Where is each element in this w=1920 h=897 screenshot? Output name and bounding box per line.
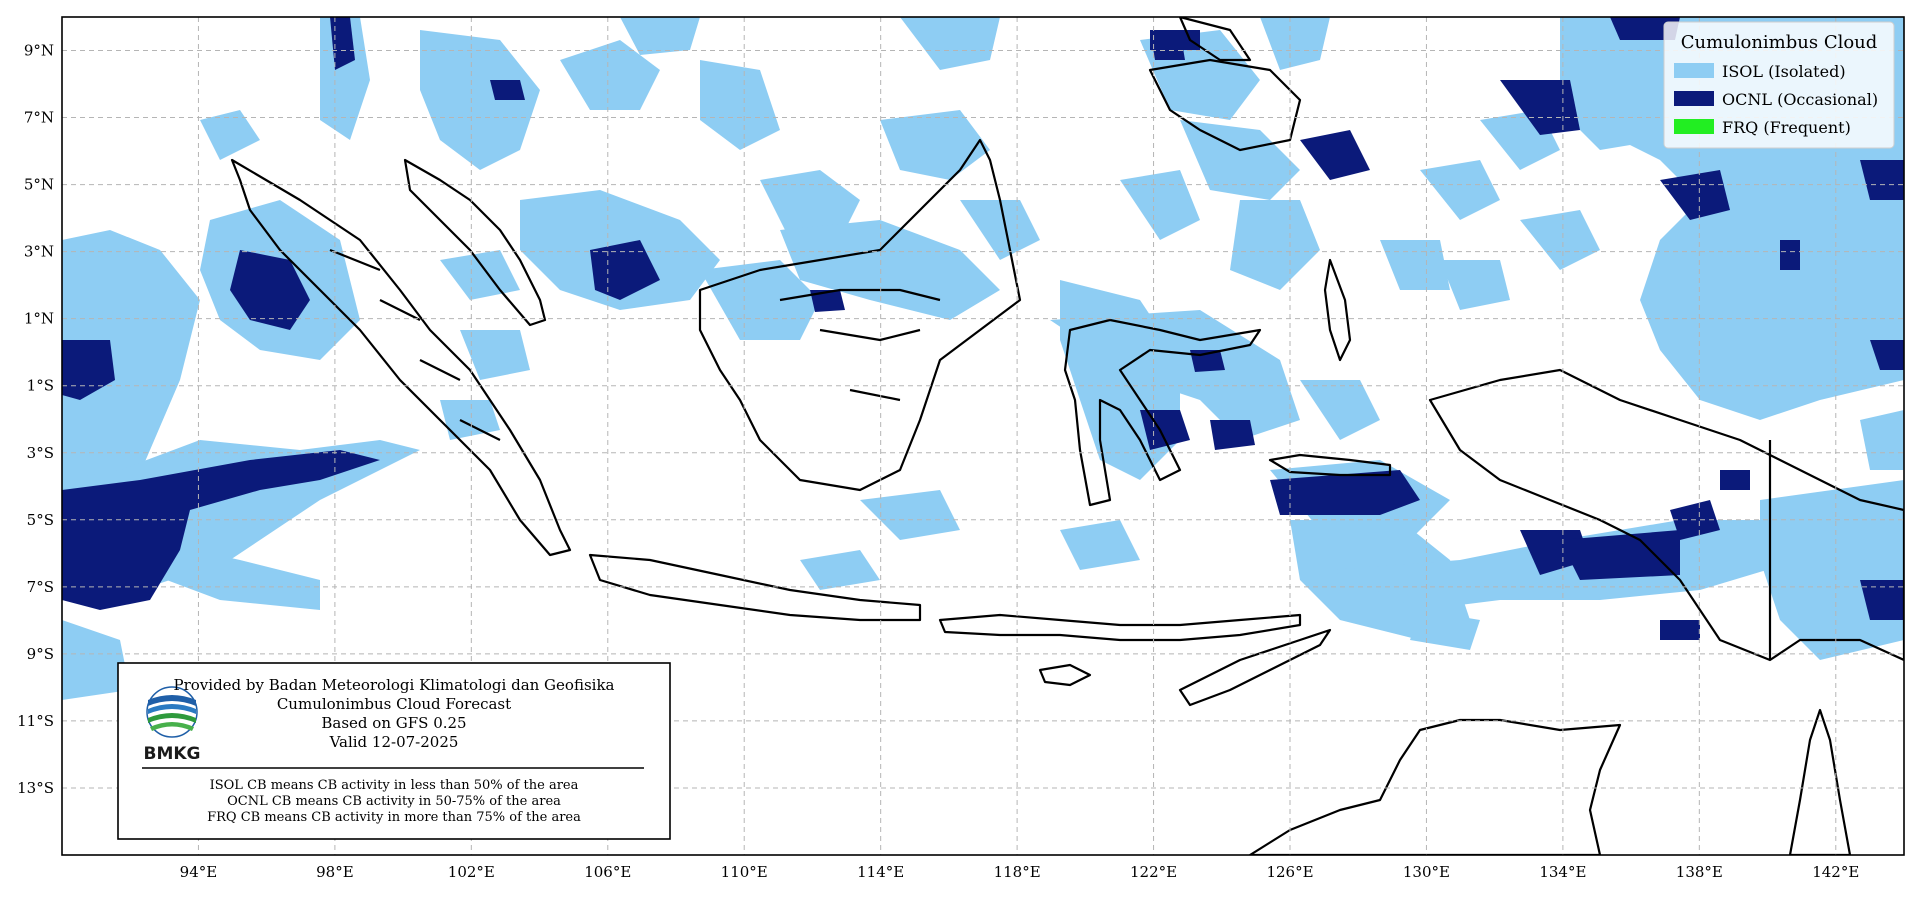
lat-tick-label: 1°N	[24, 310, 54, 328]
legend-swatch-isol	[1674, 63, 1714, 78]
lat-tick-label: 9°S	[27, 645, 54, 663]
lon-tick-label: 118°E	[994, 863, 1041, 881]
mindanao-outline	[1148, 58, 1302, 152]
nusa-tenggara-outline	[938, 613, 1302, 642]
bmkg-logo-wave-blue-2	[148, 704, 196, 714]
lon-tick-label: 134°E	[1539, 863, 1586, 881]
lon-tick-label: 126°E	[1266, 863, 1313, 881]
longitude-tick-labels: 94°E 98°E 102°E 106°E 110°E 114°E 118°E 122°E 12…	[180, 863, 1860, 881]
lat-tick-label: 13°S	[17, 779, 54, 797]
malay-peninsula-outline	[403, 158, 547, 327]
lat-tick-label: 5°N	[24, 176, 54, 194]
legend-box	[1663, 21, 1895, 149]
bmkg-logo-text: BMKG	[143, 744, 200, 764]
info-note-frq: FRQ CB means CB activity in more than 75…	[207, 810, 581, 825]
lat-tick-label: 3°N	[24, 243, 54, 261]
lat-tick-label: 11°S	[17, 712, 54, 730]
bmkg-logo-wave-green	[148, 713, 196, 723]
lat-tick-label: 9°N	[24, 42, 54, 60]
plot-frame	[61, 16, 1905, 856]
lon-tick-label: 106°E	[584, 863, 631, 881]
lon-tick-label: 98°E	[316, 863, 354, 881]
info-valid: Valid 12-07-2025	[329, 733, 459, 751]
lat-tick-label: 7°N	[24, 109, 54, 127]
legend-label-frq: FRQ (Frequent)	[1722, 118, 1851, 137]
coastline-layer	[230, 17, 1904, 855]
lat-tick-label: 7°S	[27, 578, 54, 596]
australia-outline	[1248, 718, 1622, 855]
java-outline	[588, 553, 922, 622]
latitude-tick-labels: 9°N 7°N 5°N 3°N 1°N 1°S 3°S 5°S 7°S 9°S 11°S 13°S	[17, 42, 54, 797]
halmahera-outline	[1323, 258, 1352, 362]
sulawesi-outline	[1063, 318, 1262, 507]
sumatra-outline	[230, 158, 572, 557]
lon-tick-label: 142°E	[1812, 863, 1859, 881]
info-provider: Provided by Badan Meteorologi Klimatolog…	[174, 676, 615, 694]
lat-tick-label: 5°S	[27, 511, 54, 529]
lon-tick-label: 114°E	[857, 863, 904, 881]
grid-lines	[62, 17, 1904, 855]
border-kalimantan-provinces	[819, 328, 921, 402]
border-sumatra-provinces	[329, 248, 501, 441]
legend-title: Cumulonimbus Cloud	[1681, 32, 1878, 53]
info-product: Cumulonimbus Cloud Forecast	[277, 695, 511, 713]
bali-lombok-outline	[1038, 663, 1092, 687]
legend-label-ocnl: OCNL (Occasional)	[1722, 90, 1878, 109]
lat-tick-label: 3°S	[27, 444, 54, 462]
info-note-ocnl: OCNL CB means CB activity in 50-75% of t…	[227, 794, 561, 809]
bmkg-logo-wave-blue	[148, 695, 196, 706]
lon-tick-label: 138°E	[1676, 863, 1723, 881]
lon-tick-label: 130°E	[1403, 863, 1450, 881]
isol-cloud-layer	[62, 17, 1904, 700]
bmkg-logo-wave-green-2	[150, 722, 194, 731]
new-guinea-outline	[1428, 368, 1904, 662]
legend-swatch-ocnl	[1674, 91, 1714, 106]
info-box-frame	[117, 662, 671, 840]
legend-swatch-frq	[1674, 119, 1714, 134]
lon-tick-label: 110°E	[721, 863, 768, 881]
lat-tick-label: 1°S	[27, 377, 54, 395]
lon-tick-label: 122°E	[1130, 863, 1177, 881]
legend: Cumulonimbus Cloud ISOL (Isolated) OCNL …	[1663, 21, 1895, 149]
philippines-north-outline	[1178, 17, 1252, 62]
bmkg-logo: BMKG	[143, 686, 201, 764]
legend-label-isol: ISOL (Isolated)	[1722, 62, 1846, 81]
lon-tick-label: 94°E	[180, 863, 218, 881]
seram-outline	[1268, 453, 1392, 477]
info-note-isol: ISOL CB means CB activity in less than 5…	[210, 778, 579, 793]
info-box: BMKG Provided by Badan Meteorologi Klima…	[117, 662, 671, 840]
lon-tick-label: 102°E	[448, 863, 495, 881]
info-model: Based on GFS 0.25	[321, 714, 466, 732]
border-borneo	[779, 288, 941, 302]
ocnl-cloud-layer	[62, 17, 1904, 640]
borneo-outline	[698, 138, 1022, 492]
timor-outline	[1178, 628, 1332, 707]
cape-york-outline	[1788, 708, 1852, 855]
